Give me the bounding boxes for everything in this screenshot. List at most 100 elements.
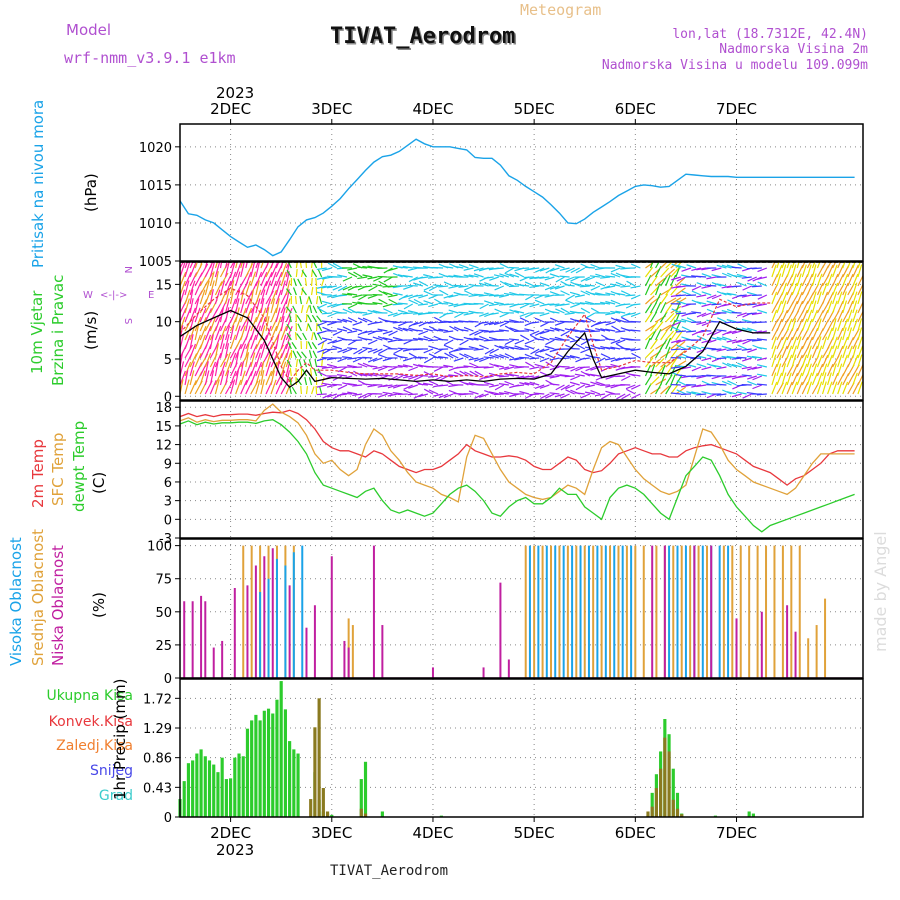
wind-arrow: [321, 382, 332, 386]
wind-arrow: [529, 330, 540, 336]
wind-arrow: [423, 357, 434, 364]
wind-arrow: [331, 366, 342, 369]
wind-arrow: [827, 345, 833, 359]
wind-arrow: [660, 364, 666, 377]
wind-arrow: [560, 290, 570, 296]
wind-arrow: [189, 272, 198, 287]
wind-arrow: [464, 290, 474, 296]
wind-arrow: [847, 309, 853, 323]
wind-arrow: [862, 374, 863, 376]
wind-arrow: [832, 345, 838, 359]
wind-arrow: [199, 325, 207, 341]
wind-arrow: [771, 354, 777, 368]
wind-arrow: [852, 345, 857, 359]
wind-arrow: [686, 330, 697, 333]
wind-arrow: [337, 274, 348, 278]
wind-arrow: [280, 370, 285, 386]
wind-arrow: [549, 285, 560, 290]
wind-arrow: [402, 357, 413, 362]
wind-arrow: [189, 262, 197, 278]
panel-frame-cloud: [179, 538, 864, 679]
wind-arrow: [194, 334, 201, 350]
wind-arrow: [857, 262, 861, 269]
wind-arrow: [615, 264, 626, 269]
wind-arrow: [706, 354, 717, 359]
wind-arrow: [837, 291, 843, 305]
wind-arrow: [756, 393, 767, 396]
wind-arrow: [265, 370, 273, 386]
wind-arrow: [473, 337, 484, 341]
wind-arrow: [589, 373, 601, 377]
wind-arrow: [483, 330, 494, 333]
wind-arrow: [670, 364, 677, 377]
wind-arrow: [716, 383, 727, 386]
wind-arrow: [747, 327, 757, 332]
wind-arrow: [535, 348, 545, 354]
wind-arrow: [433, 311, 444, 314]
wind-arrow: [275, 280, 281, 296]
wind-arrow: [727, 380, 737, 386]
wind-arrow: [862, 266, 863, 268]
wind-label: 10m Vjetar: [28, 290, 46, 374]
wind-arrow: [300, 305, 304, 314]
wind-arrow: [387, 320, 398, 323]
wind-arrow: [771, 336, 777, 350]
wind-arrow: [219, 325, 227, 341]
wind-arrow: [483, 292, 494, 296]
wind-arrow: [189, 307, 196, 323]
wind-arrow: [862, 320, 863, 322]
wind-arrow: [224, 289, 230, 305]
wind-arrow: [741, 276, 752, 279]
wind-arrow: [230, 262, 235, 269]
wind-arrow: [665, 330, 675, 341]
wind-arrow: [736, 312, 747, 317]
wind-arrow: [801, 363, 808, 377]
wind-arrow: [347, 303, 358, 309]
precip-total-bar: [751, 813, 755, 817]
wind-arrow: [746, 303, 757, 306]
wind-arrow: [235, 361, 243, 377]
wind-arrow: [717, 317, 727, 323]
precip-conv-bar: [363, 813, 368, 817]
wind-arrow: [230, 334, 237, 350]
wind-arrow: [439, 289, 449, 296]
precip-total-bar: [266, 708, 271, 817]
wind-arrow: [560, 307, 570, 314]
wind-arrow: [473, 273, 484, 278]
wind-arrow: [317, 339, 328, 346]
wind-arrow: [660, 385, 670, 395]
wind-arrow: [180, 289, 186, 305]
wind-arrow: [811, 372, 818, 386]
wind-arrow: [378, 280, 388, 287]
wind-arrow: [305, 305, 310, 314]
wind-arrow: [458, 263, 469, 269]
wind-arrow: [776, 372, 783, 386]
legend-conv-rain: Konvek.Kisa: [49, 714, 133, 730]
temp-unit: (C): [90, 472, 108, 494]
wind-arrow: [706, 374, 717, 377]
wind-arrow: [570, 267, 580, 274]
wind-arrow: [752, 375, 763, 381]
wind-arrow: [842, 273, 849, 287]
wind-arrow: [265, 361, 272, 377]
wind-arrow: [791, 273, 797, 287]
wind-arrow: [352, 301, 363, 305]
wind-arrow: [534, 363, 545, 368]
wind-arrow: [347, 271, 358, 278]
wind-arrow: [352, 327, 363, 332]
wind-arrow: [675, 312, 686, 315]
wind-arrow: [189, 353, 198, 368]
wind-arrow: [270, 343, 278, 359]
wind-arrow: [610, 346, 621, 350]
wind-arrow: [811, 264, 817, 278]
wind-arrow: [580, 307, 591, 314]
wind-arrow: [524, 339, 535, 345]
wind-arrow: [560, 393, 570, 399]
wind-arrow: [362, 317, 373, 323]
wind-arrow: [347, 370, 358, 377]
wind-arrow: [265, 298, 272, 314]
wind-arrow: [463, 326, 474, 332]
location-coords: lon,lat (18.7312E, 42.4N): [672, 27, 868, 42]
wind-arrow: [806, 363, 812, 377]
